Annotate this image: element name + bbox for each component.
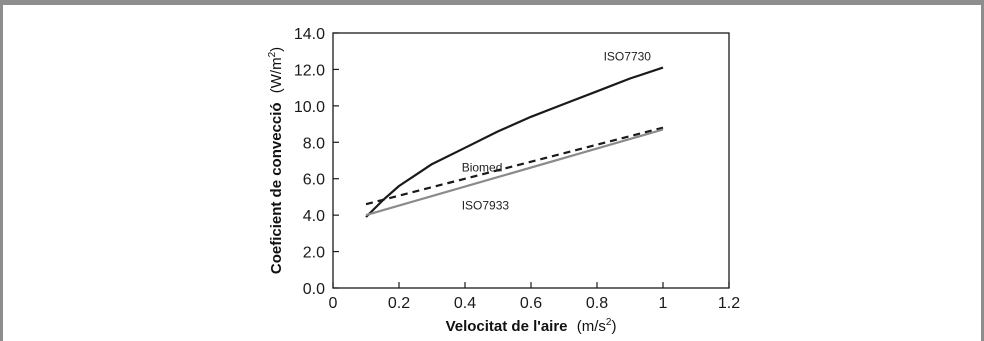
y-axis-title-main: Coeficient de convecció	[268, 102, 285, 274]
x-axis-title-close: )	[611, 318, 616, 335]
series-label-iso7730: ISO7730	[604, 49, 652, 63]
x-axis-title-main: Velocitat de l'aire	[446, 318, 568, 335]
x-axis-title-unit: (m/s	[577, 318, 606, 335]
x-axis-title: Velocitat de l'aire (m/s2)	[446, 317, 617, 335]
plot-border	[332, 32, 730, 289]
x-tick-label: 1	[659, 295, 668, 312]
x-tick-label: 1.2	[718, 295, 740, 312]
series-line-iso7933	[365, 128, 664, 217]
y-axis-title: Coeficient de convecció (W/m2)	[267, 47, 285, 274]
x-tick-label: 0.6	[520, 295, 542, 312]
y-tick-label: 14.0	[294, 26, 325, 43]
series-line-biomed	[365, 126, 664, 206]
y-axis-title-sup: 2	[267, 51, 278, 57]
y-tick-label: 4.0	[303, 208, 325, 225]
series-line-iso7730	[365, 66, 664, 218]
series-layer	[365, 66, 664, 218]
y-tick-label: 2.0	[303, 245, 325, 262]
y-tick-label: 8.0	[303, 135, 325, 152]
series-label-biomed: Biomed	[462, 160, 503, 174]
y-tick-label: 0.0	[303, 281, 325, 298]
series-label-iso7933: ISO7933	[462, 199, 510, 213]
y-tick-label: 6.0	[303, 172, 325, 189]
plot-area	[332, 32, 730, 289]
x-tick-label: 0.8	[586, 295, 608, 312]
axis-ticks: 0 0.2 0.4 0.6 0.8 1 1.2 0.0 2.0 4.0 6.0 8.0 10.0 12.0…	[294, 26, 740, 312]
convection-chart: 0 0.2 0.4 0.6 0.8 1 1.2 0.0 2.0 4.0 6.0 8.0 10.0 12.0…	[267, 26, 740, 335]
y-tick-label: 10.0	[294, 99, 325, 116]
y-axis-title-close: )	[268, 47, 285, 52]
x-tick-label: 0.2	[388, 295, 410, 312]
x-tick-label: 0	[329, 295, 338, 312]
y-axis-title-unit: (W/m	[268, 57, 285, 93]
x-tick-label: 0.4	[454, 295, 476, 312]
x-axis-title-sup: 2	[606, 317, 612, 328]
y-tick-label: 12.0	[294, 62, 325, 79]
